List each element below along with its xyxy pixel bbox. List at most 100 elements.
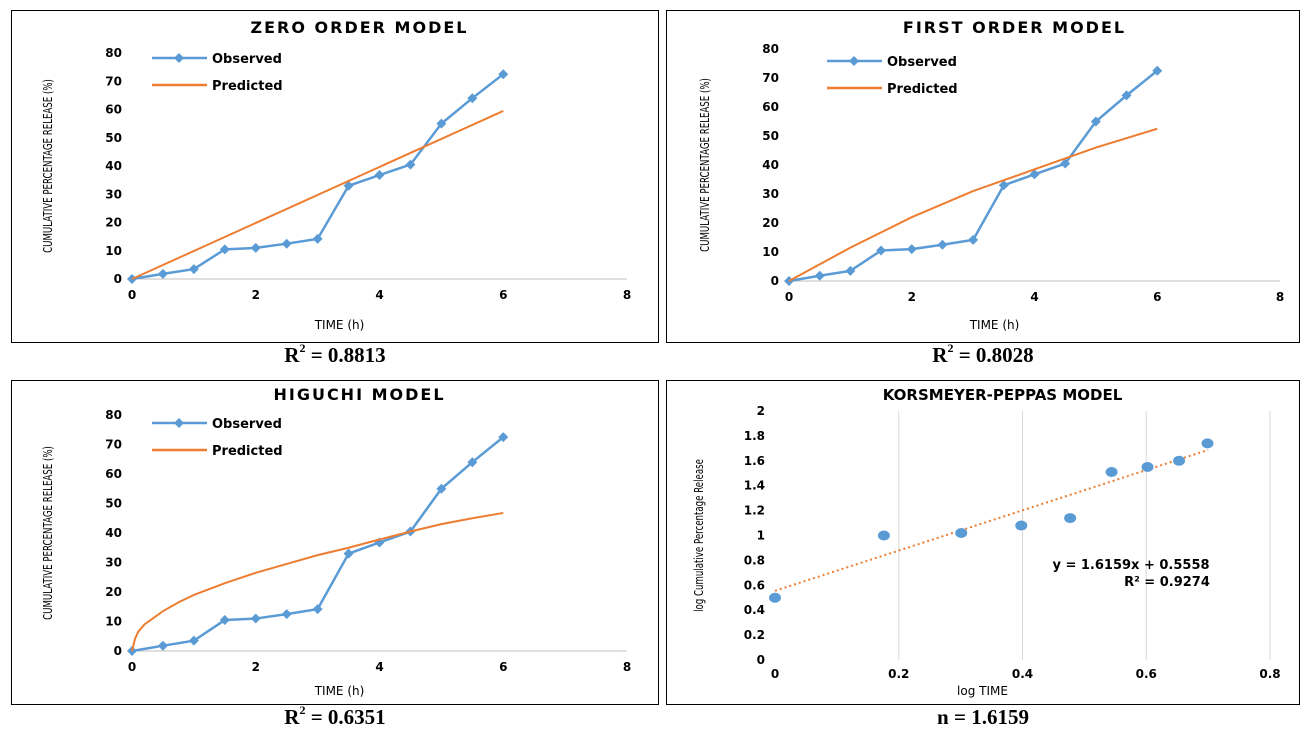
series-line-predicted [788,127,1158,282]
y-tick-label: 40 [105,159,122,173]
x-tick-label: 2 [252,288,260,302]
data-point-observed [498,69,509,80]
y-tick-label: 0 [114,644,122,658]
y-tick-label: 80 [105,46,122,60]
y-tick-label: 0.2 [744,628,765,642]
x-tick-label: 0 [128,288,136,302]
y-tick-label: 0.4 [744,603,765,617]
caption-first-order: R2 = 0.8028 [932,341,1034,367]
x-tick-label: 8 [1276,290,1284,304]
data-point-observed [498,432,509,443]
series-line-observed [131,73,505,281]
data-point-observed [1090,116,1101,127]
data-point-observed [467,457,478,468]
legend-label: Observed [212,52,282,67]
data-point-observed [157,640,168,651]
data-point-observed [876,245,887,256]
data-point-observed [937,239,948,250]
y-tick-label: 1.2 [744,504,765,518]
chart-title: FIRST ORDER MODEL [903,18,1126,37]
data-point [1173,455,1186,466]
data-point-observed [436,118,447,129]
data-point [1015,520,1028,531]
data-point-observed [343,180,354,191]
x-tick-label: 0 [128,660,136,674]
y-tick-label: 1.4 [744,479,765,493]
data-point-observed [998,180,1009,191]
x-tick-label: 4 [375,660,383,674]
trendline-r2: R² = 0.9274 [1124,575,1210,590]
data-point [769,592,781,603]
y-tick-label: 40 [105,526,122,540]
data-point-observed [1152,65,1163,76]
x-tick-label: 0.6 [1136,667,1157,681]
data-point-observed [281,609,292,620]
y-tick-label: 10 [105,615,122,629]
trendline-equation: y = 1.6159x + 0.5558 [1052,558,1209,573]
legend-label: Observed [212,417,282,432]
x-tick-label: 6 [499,660,507,674]
data-point-observed [188,264,199,275]
y-tick-label: 50 [762,129,779,143]
chart-panel-korsmeyer-peppas: KORSMEYER-PEPPAS MODEL 0 0.2 0.4 0.6 0.8 1 1.2 1… [666,380,1300,705]
data-point-observed [219,615,230,626]
x-tick-label: 4 [1030,290,1038,304]
y-tick-label: 70 [105,74,122,88]
chart-title: ZERO ORDER MODEL [251,18,469,37]
x-axis-label: TIME (h) [314,684,365,698]
x-tick-label: 0.8 [1259,667,1280,681]
data-point [1141,462,1154,473]
chart-higuchi: HIGUCHI MODEL 0 10 20 30 40 50 60 70 80 0 2 4 6 8 TIME … [42,385,632,698]
legend-label: Observed [887,55,957,70]
legend-label: Predicted [212,79,283,94]
chart-korsmeyer-peppas: KORSMEYER-PEPPAS MODEL 0 0.2 0.4 0.6 0.8 1 1.2 1… [693,386,1281,698]
y-tick-label: 1 [757,529,765,543]
data-point [1201,438,1214,449]
y-tick-label: 50 [105,131,122,145]
chart-panel-zero-order: ZERO ORDER MODEL 0 10 20 30 40 50 60 70 80 0 2 4 6 8 TI… [11,10,659,343]
series-line-observed [788,69,1159,283]
x-tick-label: 4 [375,288,383,302]
x-tick-label: 0 [771,667,779,681]
data-point-observed [814,270,825,281]
chart-title: HIGUCHI MODEL [273,385,445,404]
series-line-predicted [131,511,504,652]
y-tick-label: 30 [105,187,122,201]
y-tick-label: 20 [105,216,122,230]
y-tick-label: 20 [762,216,779,230]
caption-zero-order: R2 = 0.8813 [284,341,386,367]
data-point [1064,513,1077,524]
data-point-observed [281,238,292,249]
data-point [877,530,890,541]
data-point-observed [157,268,168,279]
y-tick-label: 20 [105,585,122,599]
y-tick-label: 80 [762,42,779,56]
y-tick-label: 30 [105,556,122,570]
data-point-observed [1029,169,1040,180]
x-tick-label: 2 [908,290,916,304]
chart-title: KORSMEYER-PEPPAS MODEL [883,386,1123,404]
x-tick-label: 0 [785,290,793,304]
legend-swatch-marker [849,56,859,66]
caption-korsmeyer-peppas: n = 1.6159 [937,705,1029,729]
data-point [1105,467,1118,478]
x-tick-label: 0.2 [888,667,909,681]
x-tick-label: 2 [252,660,260,674]
y-tick-label: 50 [105,497,122,511]
y-tick-label: 60 [105,103,122,117]
legend-label: Predicted [212,444,283,459]
y-tick-label: 40 [762,158,779,172]
data-point-observed [405,159,416,170]
y-tick-label: 10 [105,244,122,258]
y-axis-label: CUMULATIVE PERCENTAGE RELEASE (%) [42,446,56,620]
y-tick-label: 80 [105,408,122,422]
legend-swatch-marker [174,418,184,428]
data-point-observed [845,265,856,276]
x-axis-label: TIME (h) [314,318,365,332]
x-axis-label: log TIME [957,684,1008,698]
data-point-observed [219,244,230,255]
data-point-observed [968,234,979,245]
chart-panel-higuchi: HIGUCHI MODEL 0 10 20 30 40 50 60 70 80 0 2 4 6 8 TIME … [11,380,659,705]
data-point-observed [250,242,261,253]
x-tick-label: 6 [499,288,507,302]
